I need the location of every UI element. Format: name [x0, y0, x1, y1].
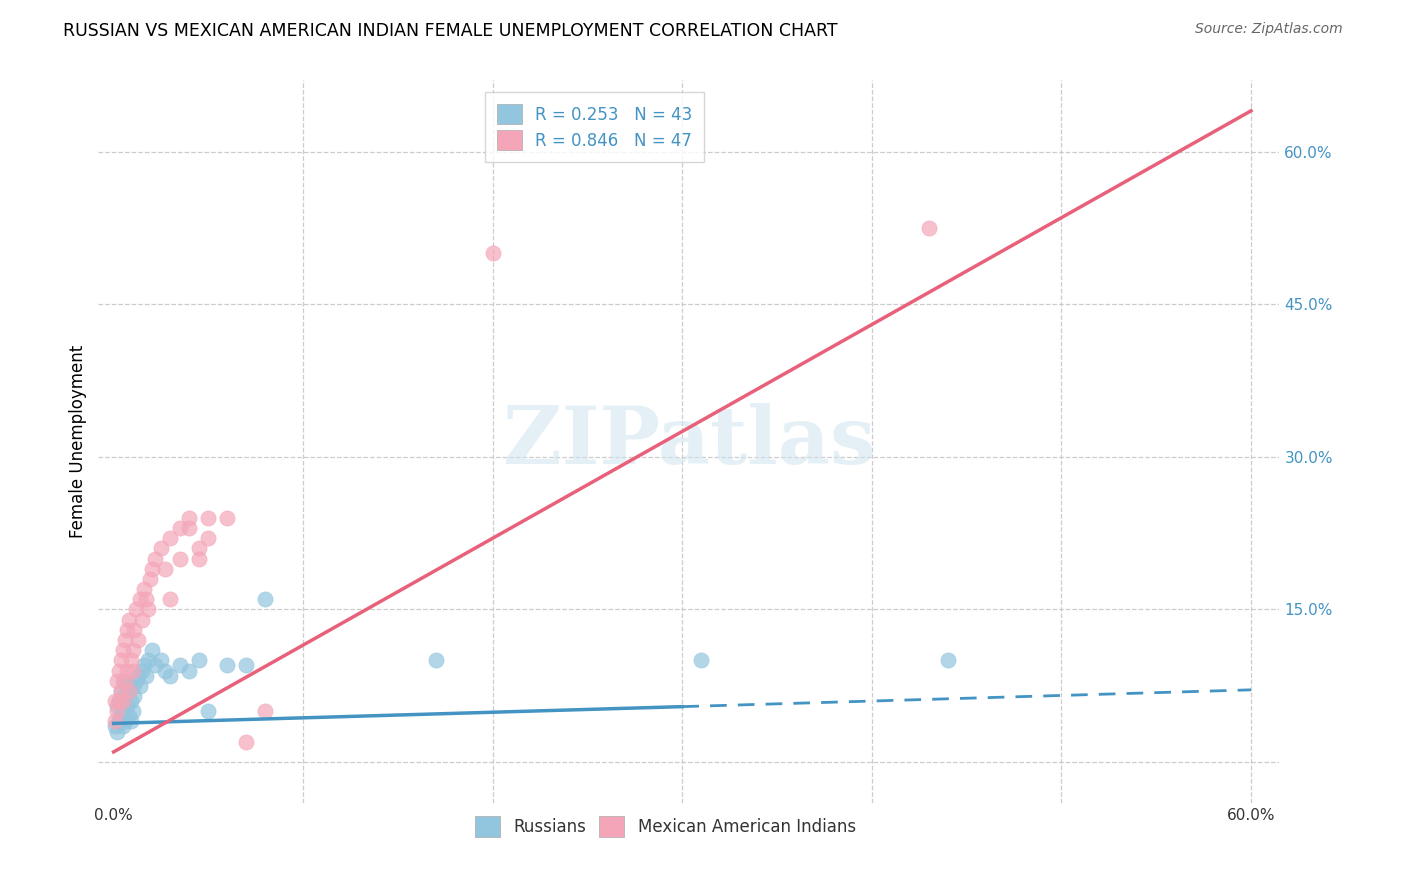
Point	[254, 592, 277, 607]
Point	[114, 714, 136, 729]
Point	[179, 511, 201, 525]
Point	[121, 664, 143, 678]
Point	[132, 582, 155, 596]
Y-axis label: Female Unemployment: Female Unemployment	[69, 345, 87, 538]
Point	[118, 613, 141, 627]
Point	[104, 719, 127, 733]
Point	[118, 684, 141, 698]
Point	[112, 719, 135, 733]
Point	[114, 673, 136, 688]
Point	[425, 653, 447, 667]
Point	[135, 668, 157, 682]
Point	[159, 531, 181, 545]
Point	[121, 679, 143, 693]
Point	[104, 694, 127, 708]
Point	[197, 531, 219, 545]
Point	[127, 668, 149, 682]
Point	[131, 664, 153, 678]
Point	[136, 602, 159, 616]
Point	[132, 658, 155, 673]
Point	[124, 623, 146, 637]
Point	[108, 694, 131, 708]
Point	[105, 704, 128, 718]
Point	[110, 709, 132, 723]
Point	[481, 246, 503, 260]
Point	[114, 632, 136, 647]
Legend: Russians, Mexican American Indians: Russians, Mexican American Indians	[467, 808, 865, 845]
Point	[187, 653, 209, 667]
Point	[104, 714, 127, 729]
Point	[690, 653, 713, 667]
Point	[187, 541, 209, 556]
Point	[105, 673, 128, 688]
Point	[115, 664, 138, 678]
Point	[121, 643, 143, 657]
Point	[149, 541, 172, 556]
Point	[169, 521, 191, 535]
Point	[105, 699, 128, 714]
Point	[235, 658, 257, 673]
Point	[235, 735, 257, 749]
Point	[112, 673, 135, 688]
Point	[120, 653, 142, 667]
Point	[115, 699, 138, 714]
Point	[110, 684, 132, 698]
Point	[159, 592, 181, 607]
Point	[129, 679, 152, 693]
Point	[143, 658, 166, 673]
Point	[112, 704, 135, 718]
Point	[197, 511, 219, 525]
Point	[115, 679, 138, 693]
Point	[169, 658, 191, 673]
Point	[125, 602, 148, 616]
Text: ZIPatlas: ZIPatlas	[503, 402, 875, 481]
Point	[125, 673, 148, 688]
Point	[108, 664, 131, 678]
Point	[143, 551, 166, 566]
Text: Source: ZipAtlas.com: Source: ZipAtlas.com	[1195, 22, 1343, 37]
Point	[124, 689, 146, 703]
Point	[217, 511, 239, 525]
Point	[112, 643, 135, 657]
Point	[127, 632, 149, 647]
Point	[115, 623, 138, 637]
Point	[197, 704, 219, 718]
Point	[114, 689, 136, 703]
Point	[936, 653, 959, 667]
Point	[118, 709, 141, 723]
Point	[169, 551, 191, 566]
Point	[138, 572, 160, 586]
Point	[135, 592, 157, 607]
Point	[110, 684, 132, 698]
Point	[121, 704, 143, 718]
Point	[159, 668, 181, 682]
Point	[112, 694, 135, 708]
Point	[217, 658, 239, 673]
Point	[179, 664, 201, 678]
Point	[129, 592, 152, 607]
Point	[110, 653, 132, 667]
Point	[918, 220, 941, 235]
Text: RUSSIAN VS MEXICAN AMERICAN INDIAN FEMALE UNEMPLOYMENT CORRELATION CHART: RUSSIAN VS MEXICAN AMERICAN INDIAN FEMAL…	[63, 22, 838, 40]
Point	[141, 643, 163, 657]
Point	[120, 694, 142, 708]
Point	[118, 684, 141, 698]
Point	[149, 653, 172, 667]
Point	[153, 562, 176, 576]
Point	[108, 694, 131, 708]
Point	[254, 704, 277, 718]
Point	[153, 664, 176, 678]
Point	[136, 653, 159, 667]
Point	[179, 521, 201, 535]
Point	[108, 714, 131, 729]
Point	[141, 562, 163, 576]
Point	[105, 724, 128, 739]
Point	[120, 714, 142, 729]
Point	[187, 551, 209, 566]
Point	[131, 613, 153, 627]
